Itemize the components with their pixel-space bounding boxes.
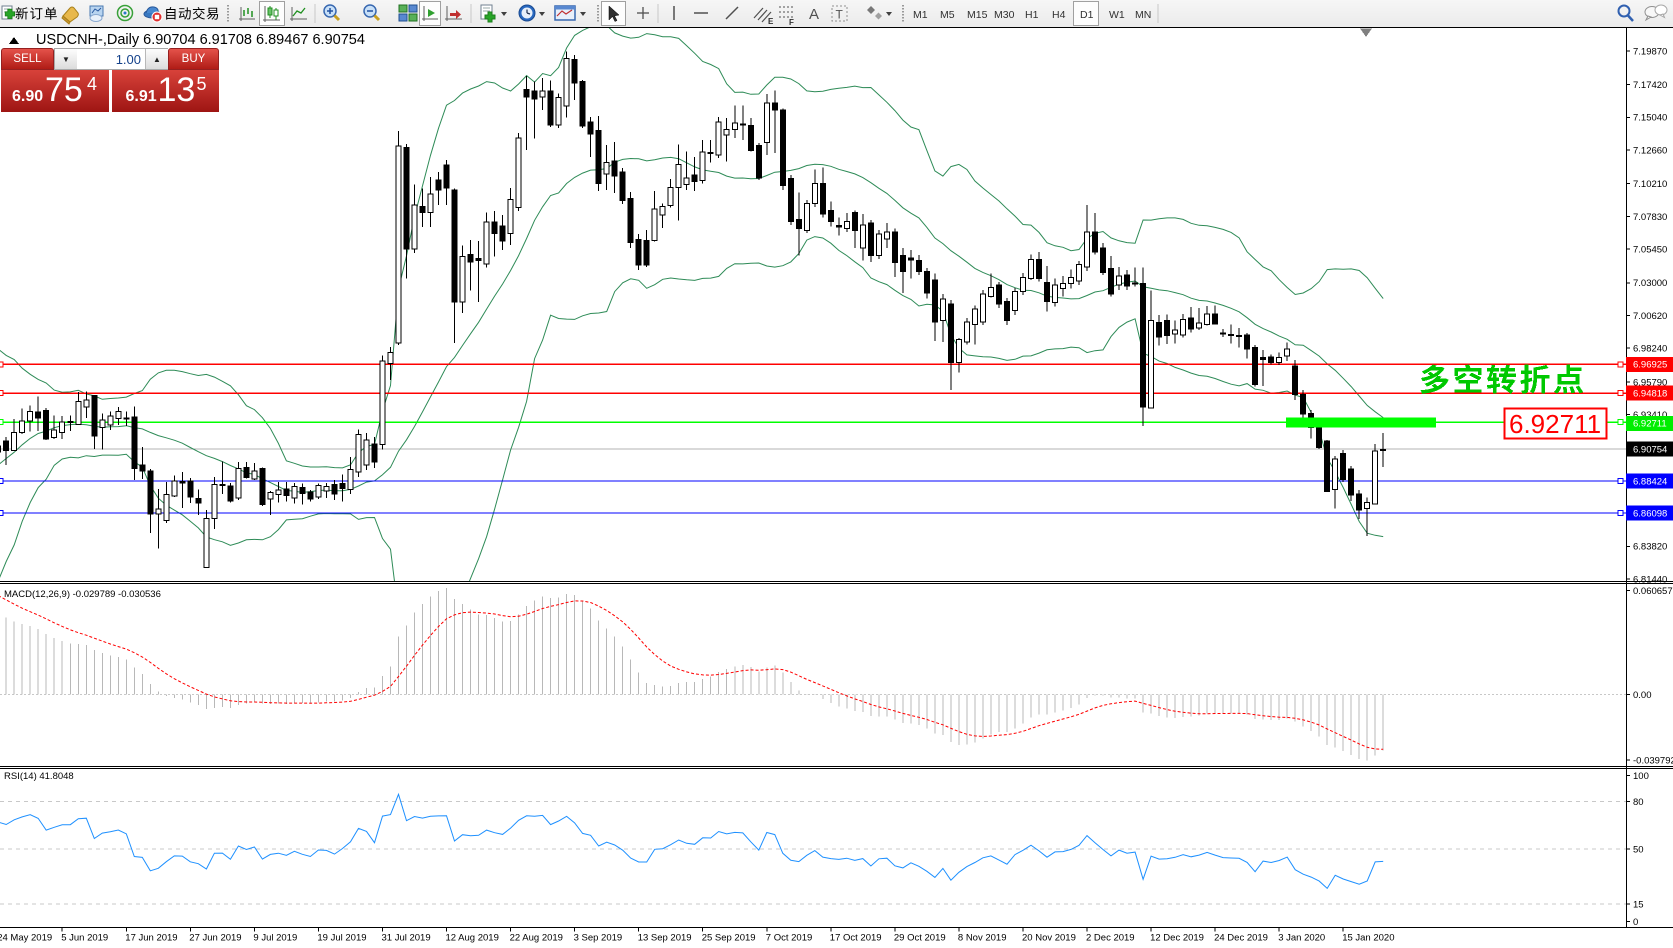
svg-text:6.92711: 6.92711	[1633, 419, 1667, 430]
svg-text:7.03000: 7.03000	[1633, 278, 1667, 289]
svg-text:5 Jun 2019: 5 Jun 2019	[61, 933, 108, 944]
svg-text:MACD(12,26,9) -0.029789 -0.030: MACD(12,26,9) -0.029789 -0.030536	[4, 589, 161, 600]
svg-text:H1: H1	[1025, 9, 1039, 21]
svg-text:50: 50	[1633, 844, 1644, 855]
svg-text:M5: M5	[940, 9, 955, 21]
svg-text:0.00: 0.00	[1633, 690, 1652, 701]
svg-text:80: 80	[1633, 797, 1644, 808]
svg-text:12 Aug 2019: 12 Aug 2019	[446, 933, 499, 944]
svg-text:6.86098: 6.86098	[1633, 509, 1667, 520]
svg-text:T: T	[836, 8, 844, 22]
svg-text:A: A	[809, 6, 819, 23]
svg-text:E: E	[768, 17, 774, 26]
svg-text:17 Oct 2019: 17 Oct 2019	[830, 933, 882, 944]
svg-text:15: 15	[1633, 900, 1644, 911]
svg-text:7.00620: 7.00620	[1633, 311, 1667, 322]
svg-text:6.88424: 6.88424	[1633, 477, 1667, 488]
svg-text:20 Nov 2019: 20 Nov 2019	[1022, 933, 1076, 944]
svg-text:6.96925: 6.96925	[1633, 360, 1667, 371]
svg-text:6.92711: 6.92711	[1509, 409, 1601, 439]
svg-text:19 Jul 2019: 19 Jul 2019	[317, 933, 366, 944]
svg-text:13 Sep 2019: 13 Sep 2019	[638, 933, 692, 944]
svg-text:7.05450: 7.05450	[1633, 245, 1667, 256]
svg-text:17 Jun 2019: 17 Jun 2019	[125, 933, 177, 944]
svg-text:D1: D1	[1080, 9, 1094, 21]
svg-text:6.98240: 6.98240	[1633, 344, 1667, 355]
svg-text:7.12660: 7.12660	[1633, 145, 1667, 156]
svg-text:24 May 2019: 24 May 2019	[0, 933, 52, 944]
svg-text:M15: M15	[967, 9, 988, 21]
svg-text:6.95790: 6.95790	[1633, 377, 1667, 388]
svg-text:0.060657: 0.060657	[1633, 586, 1673, 597]
svg-text:100: 100	[1633, 771, 1649, 782]
svg-text:H4: H4	[1052, 9, 1066, 21]
svg-text:2 Dec 2019: 2 Dec 2019	[1086, 933, 1135, 944]
svg-text:M1: M1	[913, 9, 928, 21]
svg-text:9 Jul 2019: 9 Jul 2019	[253, 933, 297, 944]
svg-text:6.83820: 6.83820	[1633, 542, 1667, 553]
svg-text:3 Sep 2019: 3 Sep 2019	[574, 933, 623, 944]
svg-text:0: 0	[1633, 917, 1638, 928]
svg-text:USDCNH-,Daily 6.90704 6.91708: USDCNH-,Daily 6.90704 6.91708 6.89467 6.…	[36, 32, 365, 48]
svg-text:7.19870: 7.19870	[1633, 46, 1667, 57]
svg-text:3 Jan 2020: 3 Jan 2020	[1278, 933, 1325, 944]
svg-text:F: F	[789, 18, 794, 27]
svg-text:7.10210: 7.10210	[1633, 179, 1667, 190]
svg-text:22 Aug 2019: 22 Aug 2019	[510, 933, 563, 944]
svg-text:6.90754: 6.90754	[1633, 445, 1667, 456]
svg-text:8 Nov 2019: 8 Nov 2019	[958, 933, 1007, 944]
svg-text:W1: W1	[1109, 9, 1125, 21]
svg-text:7.17420: 7.17420	[1633, 80, 1667, 91]
svg-text:7.07830: 7.07830	[1633, 212, 1667, 223]
svg-text:31 Jul 2019: 31 Jul 2019	[382, 933, 431, 944]
svg-text:RSI(14) 41.8048: RSI(14) 41.8048	[4, 771, 74, 782]
svg-text:7.15040: 7.15040	[1633, 113, 1667, 124]
svg-text:29 Oct 2019: 29 Oct 2019	[894, 933, 946, 944]
svg-text:6.94818: 6.94818	[1633, 389, 1667, 400]
svg-text:24 Dec 2019: 24 Dec 2019	[1214, 933, 1268, 944]
svg-text:27 Jun 2019: 27 Jun 2019	[189, 933, 241, 944]
svg-text:MN: MN	[1135, 9, 1151, 21]
svg-text:12 Dec 2019: 12 Dec 2019	[1150, 933, 1204, 944]
svg-text:6.93410: 6.93410	[1633, 410, 1667, 421]
svg-text:-0.039792: -0.039792	[1633, 755, 1673, 766]
svg-text:M30: M30	[994, 9, 1015, 21]
svg-text:15 Jan 2020: 15 Jan 2020	[1342, 933, 1394, 944]
svg-text:25 Sep 2019: 25 Sep 2019	[702, 933, 756, 944]
svg-text:6.81440: 6.81440	[1633, 574, 1667, 585]
svg-text:7 Oct 2019: 7 Oct 2019	[766, 933, 812, 944]
